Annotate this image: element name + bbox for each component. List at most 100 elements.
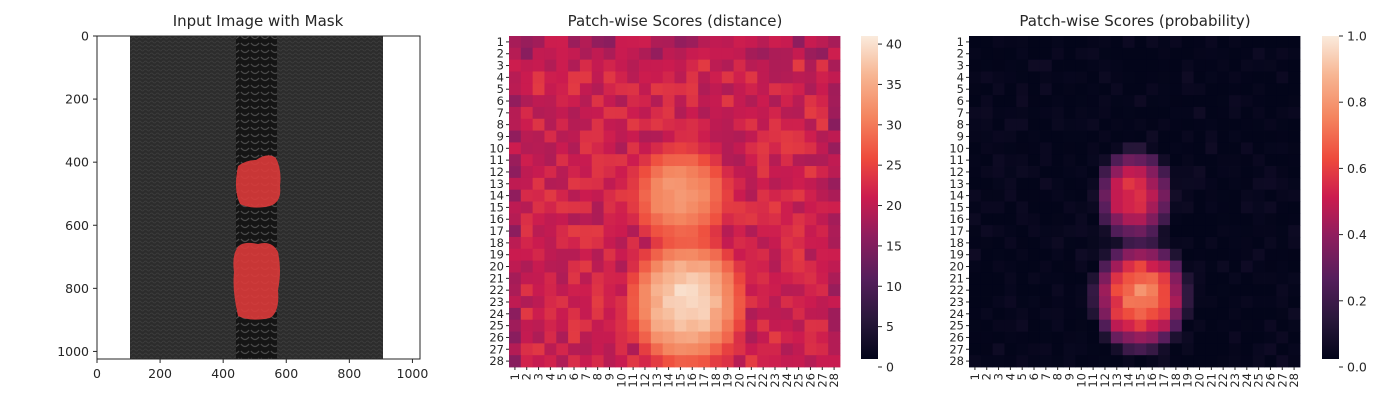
heatmap-cell — [1099, 272, 1112, 285]
heatmap-cell — [1039, 343, 1053, 356]
heatmap-cell — [1004, 189, 1017, 202]
heatmap-cell — [1229, 284, 1242, 297]
heatmap-cell — [828, 201, 841, 214]
input-image-title: Input Image with Mask — [173, 12, 344, 30]
heatmap-cell — [757, 118, 770, 131]
heatmap-cell — [1193, 177, 1206, 191]
heatmap-cell — [650, 272, 664, 285]
heatmap-cell — [544, 142, 557, 155]
heatmap-cell — [1288, 343, 1301, 356]
heatmap-cell — [1205, 83, 1218, 96]
x-tick-label: 6 — [1027, 373, 1041, 380]
heatmap-cell — [603, 272, 616, 285]
heatmap-cell — [639, 189, 652, 202]
heatmap-cell — [615, 307, 628, 321]
heatmap-cell — [709, 296, 723, 309]
heatmap-cell — [804, 355, 817, 368]
heatmap-cell — [520, 343, 534, 356]
heatmap-cell — [674, 59, 687, 72]
heatmap-cell — [769, 201, 782, 214]
heatmap-cell — [568, 284, 581, 297]
heatmap-cell — [1004, 260, 1017, 273]
heatmap-cell — [532, 36, 545, 49]
heatmap-cell — [1087, 142, 1100, 155]
heatmap-cell — [828, 154, 841, 167]
heatmap-cell — [769, 71, 782, 84]
heatmap-cell — [1028, 154, 1041, 167]
y-tick-label: 17 — [489, 224, 504, 238]
heatmap-cell — [1028, 142, 1041, 155]
x-tick-label: 22 — [1216, 373, 1230, 388]
heatmap-cell — [1181, 59, 1195, 72]
heatmap-cell — [1051, 248, 1064, 262]
heatmap-cell — [556, 106, 569, 120]
heatmap-cell — [1169, 166, 1183, 179]
heatmap-cell — [579, 331, 593, 344]
heatmap-cell — [1099, 343, 1112, 356]
heatmap-cell — [662, 71, 675, 84]
heatmap-cell — [674, 36, 687, 49]
heatmap-cell — [603, 59, 616, 72]
heatmap-cell — [579, 177, 593, 191]
heatmap-cell — [1122, 106, 1135, 120]
heatmap-cell — [615, 236, 628, 250]
heatmap-cell — [1229, 177, 1242, 191]
heatmap-cell — [769, 154, 782, 167]
heatmap-cell — [780, 272, 794, 285]
heatmap-cell — [698, 272, 711, 285]
heatmap-cell — [698, 130, 711, 143]
heatmap-cell — [650, 307, 664, 321]
heatmap-cell — [980, 36, 994, 49]
heatmap-cell — [1181, 154, 1195, 167]
heatmap-cell — [1087, 248, 1100, 262]
heatmap-cell — [603, 260, 616, 273]
heatmap-cell — [828, 130, 841, 143]
heatmap-cell — [980, 106, 994, 120]
heatmap-cell — [662, 36, 675, 49]
heatmap-cell — [1288, 83, 1301, 96]
heatmap-cell — [1087, 343, 1100, 356]
heatmap-cell — [1110, 213, 1124, 226]
heatmap-cell — [650, 83, 664, 96]
heatmap-cell — [639, 106, 652, 120]
heatmap-cell — [674, 95, 687, 108]
heatmap-cell — [804, 213, 817, 226]
heatmap-cell — [544, 130, 557, 143]
heatmap-cell — [532, 95, 545, 108]
heatmap-cell — [1004, 71, 1017, 84]
defect-mask-lower — [233, 242, 280, 320]
heatmap-cell — [992, 225, 1005, 238]
heatmap-cell — [1181, 343, 1195, 356]
heatmap-cell — [509, 118, 522, 131]
heatmap-cell — [662, 272, 675, 285]
heatmap-cell — [674, 47, 687, 61]
heatmap-cell — [980, 213, 994, 226]
heatmap-cell — [639, 225, 652, 238]
heatmap-cell — [1288, 213, 1301, 226]
heatmap-cell — [603, 106, 616, 120]
heatmap-cell — [1205, 236, 1218, 250]
heatmap-cell — [780, 236, 794, 250]
heatmap-cell — [509, 154, 522, 167]
heatmap-cell — [1205, 296, 1218, 309]
heatmap-cell — [721, 83, 735, 96]
heatmap-cell — [568, 142, 581, 155]
heatmap-cell — [1276, 248, 1289, 262]
y-tick-label: 5 — [957, 82, 964, 96]
heatmap-cell — [591, 47, 604, 61]
heatmap-cell — [780, 166, 794, 179]
heatmap-cell — [1240, 201, 1254, 214]
heatmap-cell — [1099, 260, 1112, 273]
heatmap-cell — [1169, 236, 1183, 250]
heatmap-cell — [992, 189, 1005, 202]
heatmap-cell — [603, 36, 616, 49]
heatmap-cell — [603, 343, 616, 356]
heatmap-cell — [1193, 284, 1206, 297]
heatmap-cell — [627, 331, 640, 344]
heatmap-cell — [1193, 166, 1206, 179]
heatmap-cell — [579, 189, 593, 202]
heatmap-cell — [769, 248, 782, 262]
heatmap-cell — [509, 236, 522, 250]
heatmap-cell — [792, 331, 805, 344]
